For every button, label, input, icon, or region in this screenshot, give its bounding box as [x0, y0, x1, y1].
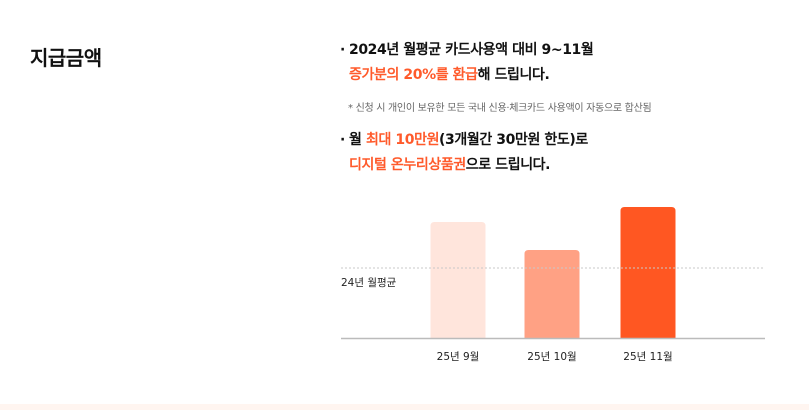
x-tick-label: 25년 10월 [527, 351, 576, 363]
info1-line2: 증가분의 20%를 환급해 드립니다. [340, 65, 550, 85]
info2-highlight-voucher: 디지털 온누리상품권 [349, 157, 466, 173]
bullet-dot: · [340, 42, 345, 58]
reference-line-label: 24년 월평균 [341, 277, 397, 289]
info2-highlight-amount: 최대 10만원 [365, 132, 440, 148]
info1-highlight: 증가분의 20%를 환급 [349, 67, 478, 83]
info1-line1: · 2024년 월평균 카드사용액 대비 9~11월 [340, 40, 594, 60]
x-tick-label: 25년 9월 [437, 351, 480, 363]
footer-band [0, 404, 809, 410]
info2-line2: 디지털 온누리상품권으로 드립니다. [340, 155, 550, 175]
bar-3 [620, 207, 676, 338]
bullet-dot: · [340, 132, 345, 148]
info1-line1-text: 2024년 월평균 카드사용액 대비 9~11월 [349, 42, 594, 58]
footnote: * 신청 시 개인이 보유한 모든 국내 신용·체크카드 사용액이 자동으로 합… [348, 103, 652, 114]
info1-line2-rest: 해 드립니다. [477, 67, 550, 83]
section-title: 지급금액 [30, 46, 102, 70]
x-tick-label: 25년 11월 [623, 351, 672, 363]
info2-line1-rest: (3개월간 30만원 한도)로 [439, 132, 588, 148]
info2-line2-rest: 으로 드립니다. [465, 157, 551, 173]
info2-line1: · 월 최대 10만원(3개월간 30만원 한도)로 [340, 130, 588, 150]
bar-1 [430, 222, 486, 338]
bar-2 [524, 250, 580, 338]
info2-line1-pre: 월 [349, 132, 366, 148]
